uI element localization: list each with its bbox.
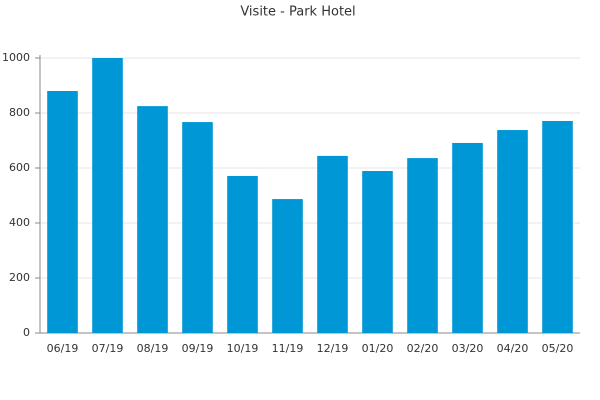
x-tick-label: 07/19 [92,342,124,355]
x-tick-label: 09/19 [182,342,214,355]
bar [227,175,258,333]
x-tick-label: 10/19 [227,342,259,355]
y-tick-label: 400 [9,216,30,229]
x-tick-label: 04/20 [497,342,529,355]
x-tick-label: 11/19 [272,342,304,355]
bar [137,106,168,333]
bar [272,199,303,333]
y-tick-label: 200 [9,271,30,284]
chart-title: Visite - Park Hotel [240,5,355,20]
y-tick-label: 800 [9,106,30,119]
x-tick-label: 06/19 [47,342,79,355]
x-tick-label: 03/20 [452,342,484,355]
y-tick-label: 600 [9,161,30,174]
y-tick-label: 0 [23,326,30,339]
bar [92,58,123,333]
bar [317,155,348,333]
y-tick-label: 1000 [2,51,30,64]
bar [47,91,78,333]
x-tick-label: 05/20 [542,342,574,355]
bar [497,130,528,333]
x-tick-label: 01/20 [362,342,394,355]
x-tick-label: 08/19 [137,342,169,355]
x-tick-label: 12/19 [317,342,349,355]
x-tick-label: 02/20 [407,342,439,355]
bar [407,158,438,333]
bar [182,122,213,333]
bar [542,120,573,333]
bar [362,171,393,333]
bar [452,142,483,333]
